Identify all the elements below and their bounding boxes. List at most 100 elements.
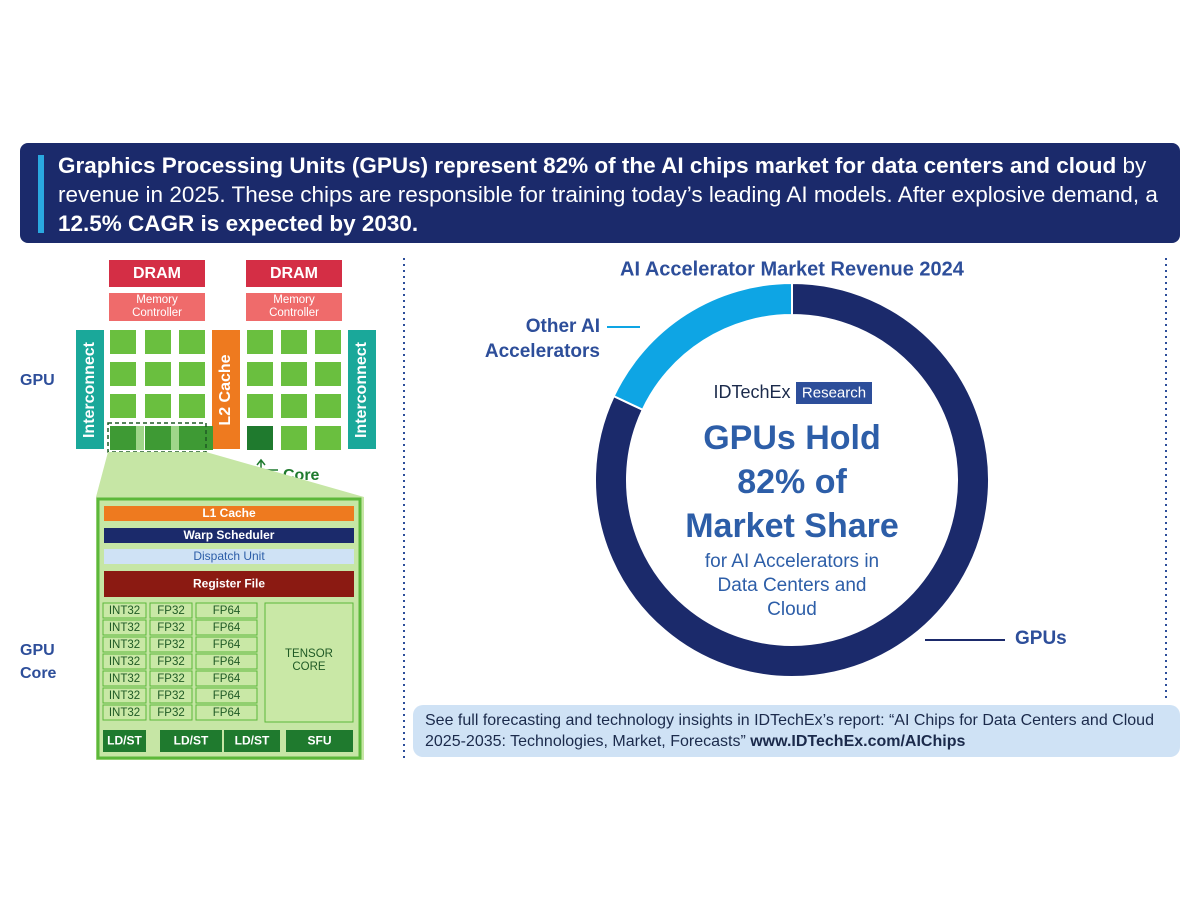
alu-cell xyxy=(102,670,147,687)
alu-cell xyxy=(149,619,193,636)
dram-box xyxy=(246,260,342,287)
core-cell xyxy=(247,394,273,418)
diagram-label: Warp Scheduler xyxy=(184,528,275,542)
diagram-label: GPU xyxy=(20,372,55,389)
diagram-label: FP32 xyxy=(157,605,185,617)
header: Graphics Processing Units (GPUs) represe… xyxy=(20,143,1180,243)
core-cell xyxy=(145,362,171,386)
core-cell xyxy=(179,362,205,386)
core-cell xyxy=(315,426,341,450)
diagram-label: LD/ST xyxy=(107,734,142,748)
diagram-label: INT32 xyxy=(109,690,140,702)
l2-cache-box xyxy=(212,330,240,449)
alu-cell xyxy=(149,670,193,687)
footer-text: See full forecasting and technology insi… xyxy=(425,710,1175,752)
diagram-label: FP64 xyxy=(213,622,241,634)
alu-cell xyxy=(102,687,147,704)
zoom xyxy=(96,452,364,497)
category-label: GPUs xyxy=(1015,628,1067,649)
core-cell xyxy=(281,426,307,450)
dispatch-unit-bar xyxy=(104,549,354,564)
diagram-label: INT32 xyxy=(109,605,140,617)
diagram-label: FP32 xyxy=(157,673,185,685)
headline: 82% of xyxy=(737,463,847,501)
alu-cell xyxy=(149,653,193,670)
diagram-label: INT32 xyxy=(109,639,140,651)
alu-cell xyxy=(102,602,147,619)
core-gap xyxy=(136,426,144,450)
footer: See full forecasting and technology insi… xyxy=(413,705,1180,757)
core-cell xyxy=(179,330,205,354)
core-cell xyxy=(110,330,136,354)
diagram-label: FP64 xyxy=(213,690,241,702)
text-segment: by revenue in 2025. These chips are resp… xyxy=(58,153,1165,207)
diagram-label: INT32 xyxy=(109,673,140,685)
core-cell xyxy=(110,394,136,418)
core-cell xyxy=(179,426,205,450)
text-segment: See full forecasting and technology insi… xyxy=(425,712,1159,750)
alu-cell xyxy=(149,602,193,619)
text-segment: 12.5% CAGR is expected by 2030. xyxy=(58,211,419,236)
diagram-label: FP32 xyxy=(157,690,185,702)
donut-slice xyxy=(594,281,990,678)
interconnect-box xyxy=(348,330,376,449)
gpu-diagram: DRAM Memory Controller DRAM Memory Controll… xyxy=(20,260,376,760)
core-title: GPU Core xyxy=(20,642,56,682)
headline: Market Share xyxy=(685,507,899,545)
unit-box xyxy=(224,730,280,752)
diagram-label: FP64 xyxy=(213,673,241,685)
register-file-bar xyxy=(104,571,354,597)
logo-tag: Research xyxy=(802,384,866,401)
subline: for AI Accelerators in xyxy=(705,551,879,572)
core-cell xyxy=(110,362,136,386)
memory-controller-box xyxy=(246,293,342,321)
core-cell xyxy=(281,362,307,386)
text-segment: Graphics Processing Units (GPUs) represe… xyxy=(58,153,1117,178)
diagram-label: DRAM xyxy=(133,265,181,282)
donut-slice xyxy=(612,281,793,412)
diagram-label: LD/ST xyxy=(174,734,209,748)
core-cell xyxy=(145,330,171,354)
text-segment: www.IDTechEx.com/AIChips xyxy=(750,733,966,750)
core-frame xyxy=(96,497,362,760)
diagram-label: L1 Cache xyxy=(202,506,256,520)
diagram-label: FP32 xyxy=(157,639,185,651)
subline: Cloud xyxy=(767,599,817,620)
diagram-label: Register File xyxy=(193,577,265,591)
interconnect-box xyxy=(76,330,104,449)
alu-cell xyxy=(149,687,193,704)
tensor-core-text: TENSOR CORE xyxy=(285,648,333,673)
diagram-label: INT32 xyxy=(109,656,140,668)
dram-box xyxy=(109,260,205,287)
tensor-core xyxy=(264,602,354,723)
diagram-label: FP64 xyxy=(213,656,241,668)
alu-cell xyxy=(102,619,147,636)
diagram-label: Interconnect xyxy=(353,341,370,438)
core-cell xyxy=(145,426,171,450)
diagram-label: INT32 xyxy=(109,707,140,719)
diagram-label: SFU xyxy=(308,734,332,748)
memory-controller: Memory Controller xyxy=(132,294,182,319)
diagram-label: Dispatch Unit xyxy=(193,549,265,563)
accent-bar xyxy=(38,155,44,233)
core-cell xyxy=(145,394,171,418)
diagram-label: LD/ST xyxy=(235,734,270,748)
diagram-label: L2 Cache xyxy=(217,354,234,425)
core-cell xyxy=(179,394,205,418)
headline: GPUs Hold xyxy=(703,419,881,457)
core-cell xyxy=(247,362,273,386)
alu-cell xyxy=(195,670,258,687)
core-cell xyxy=(281,330,307,354)
core-gap xyxy=(205,426,213,450)
tensor-core-label: TENSOR CORE xyxy=(285,648,333,673)
alu-cell xyxy=(195,687,258,704)
alu-cell xyxy=(102,636,147,653)
alu-cell xyxy=(102,704,147,721)
logo-box xyxy=(796,382,872,404)
diagram-label: FP32 xyxy=(157,622,185,634)
core-cell xyxy=(110,426,136,450)
donut xyxy=(594,281,990,678)
unit-box xyxy=(103,730,146,752)
